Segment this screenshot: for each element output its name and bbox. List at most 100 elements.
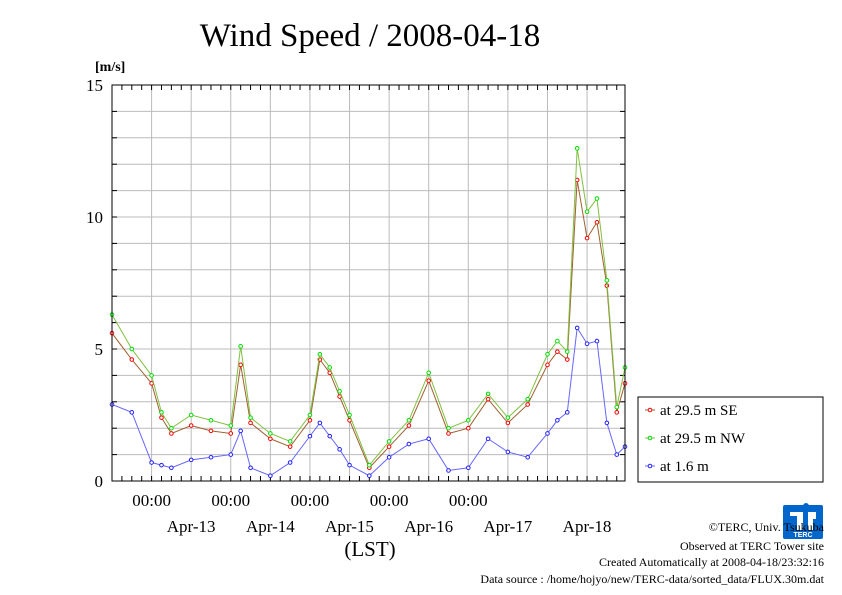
data-point (465, 465, 471, 471)
data-point (238, 344, 243, 349)
y-tick-label: 5 (95, 340, 104, 359)
data-point (268, 473, 273, 479)
data-point (228, 431, 234, 436)
data-point (584, 209, 590, 215)
data-point (169, 465, 174, 471)
legend-box (637, 396, 824, 483)
plot-border (111, 84, 626, 482)
data-point (614, 404, 620, 410)
data-point (614, 410, 620, 415)
data-point (347, 462, 352, 468)
data-point (446, 468, 451, 473)
data-point (327, 433, 333, 439)
logo-text: TERC (793, 532, 812, 539)
data-point (149, 460, 154, 465)
data-point (604, 420, 610, 426)
legend-label: at 29.5 m SE (660, 403, 738, 419)
data-point (248, 465, 253, 471)
data-point (208, 428, 214, 434)
x-axis-ticks: 00:00 00:00 00:00 00:00 00:00 (132, 491, 487, 510)
data-point (159, 462, 164, 468)
data-point (149, 381, 154, 386)
data-point (317, 420, 323, 426)
data-point (406, 417, 412, 423)
credit-copyright: ©TERC, Univ. Tsukuba (709, 520, 825, 534)
data-point (545, 362, 550, 368)
data-point (367, 462, 372, 468)
y-axis-ticks: 0 5 10 15 (86, 76, 103, 491)
data-point (287, 460, 293, 465)
data-point (208, 417, 214, 423)
data-point (465, 417, 471, 423)
data-point (614, 452, 620, 457)
data-point (505, 420, 511, 426)
plot-area (109, 84, 628, 482)
data-point (426, 378, 432, 383)
data-point (406, 423, 412, 428)
data-point (525, 454, 530, 460)
data-point (208, 454, 214, 460)
data-point (545, 351, 550, 357)
logo-dot (803, 503, 809, 509)
credit-created: Created Automatically at 2008-04-18/23:3… (599, 555, 824, 569)
data-point (604, 278, 610, 283)
data-point (169, 431, 174, 436)
data-point (505, 449, 511, 455)
x-tick-label: 00:00 (370, 491, 409, 510)
date-labels: Apr-13 Apr-14 Apr-15 Apr-16 Apr-17 Apr-18 (167, 517, 612, 536)
plot-background (112, 85, 625, 481)
data-point (485, 396, 491, 402)
data-point (505, 415, 511, 420)
logo-mark-right (808, 512, 816, 530)
credit-site: Observed at TERC Tower site (680, 539, 824, 553)
series-1 (109, 177, 628, 471)
data-point (485, 391, 491, 397)
y-tick-label: 0 (95, 472, 104, 491)
chart-title: Wind Speed / 2008-04-18 (200, 18, 541, 54)
x-tick-label: 00:00 (132, 491, 171, 510)
data-point (574, 325, 580, 331)
data-point (594, 219, 600, 225)
data-point (485, 436, 491, 442)
data-point (228, 452, 234, 457)
data-point (446, 425, 451, 431)
data-point (386, 439, 392, 444)
data-point (386, 444, 392, 449)
date-label: Apr-14 (246, 517, 295, 536)
date-label: Apr-16 (404, 517, 453, 536)
data-point (545, 431, 550, 436)
data-point (248, 415, 253, 420)
x-tick-label: 00:00 (449, 491, 488, 510)
data-point (129, 346, 135, 352)
credit-source: Data source : /home/hojyo/new/TERC-data/… (480, 572, 824, 586)
data-point (159, 410, 164, 415)
x-tick-label: 00:00 (291, 491, 330, 510)
data-point (426, 370, 432, 376)
data-point (426, 436, 432, 442)
data-point (169, 425, 174, 431)
legend-swatch-marker (647, 463, 653, 469)
y-tick-label: 15 (86, 76, 103, 95)
data-point (446, 431, 451, 436)
data-point (238, 428, 243, 434)
legend: at 29.5 m SE at 29.5 m NW at 1.6 m (637, 396, 824, 483)
date-label: Apr-17 (484, 517, 533, 536)
data-point (159, 415, 164, 420)
data-point (287, 444, 293, 449)
series-2 (109, 146, 628, 468)
data-point (584, 235, 590, 241)
data-point (268, 436, 273, 442)
data-point (248, 420, 253, 426)
data-point (555, 338, 560, 344)
legend-label: at 1.6 m (660, 459, 709, 475)
data-point (238, 362, 243, 368)
logo-mark-left (790, 512, 803, 530)
series-3 (109, 325, 628, 479)
data-point (564, 410, 570, 415)
data-point (317, 351, 323, 357)
data-point (367, 473, 372, 479)
data-point (149, 373, 154, 378)
date-label: Apr-13 (167, 517, 216, 536)
data-point (188, 423, 194, 428)
data-point (555, 349, 560, 354)
